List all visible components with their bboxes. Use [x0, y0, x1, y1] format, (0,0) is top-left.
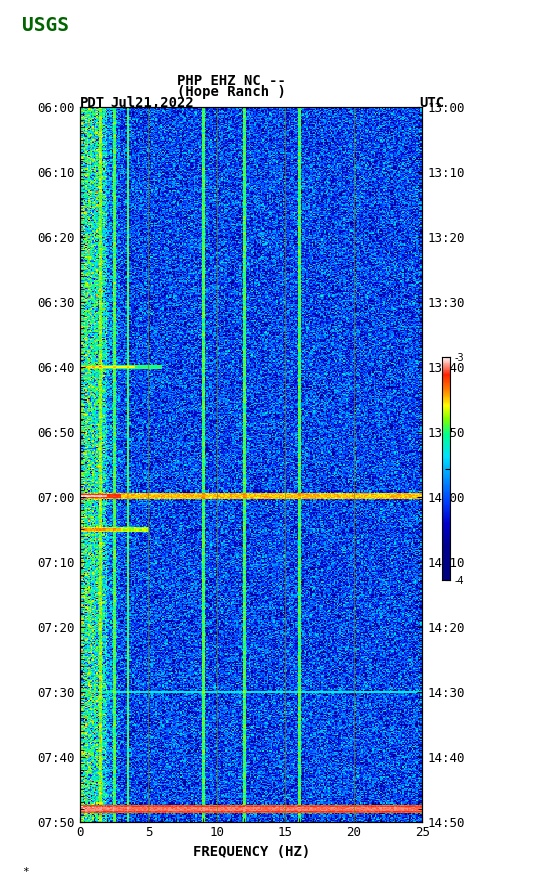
Text: UTC: UTC: [420, 96, 445, 110]
Text: PDT: PDT: [80, 96, 105, 110]
Text: PHP EHZ NC --: PHP EHZ NC --: [177, 74, 286, 88]
Text: USGS: USGS: [22, 16, 69, 35]
Text: (Hope Ranch ): (Hope Ranch ): [177, 85, 286, 98]
Text: Jul21,2022: Jul21,2022: [110, 96, 194, 110]
X-axis label: FREQUENCY (HZ): FREQUENCY (HZ): [193, 845, 310, 859]
Text: *: *: [22, 867, 29, 877]
